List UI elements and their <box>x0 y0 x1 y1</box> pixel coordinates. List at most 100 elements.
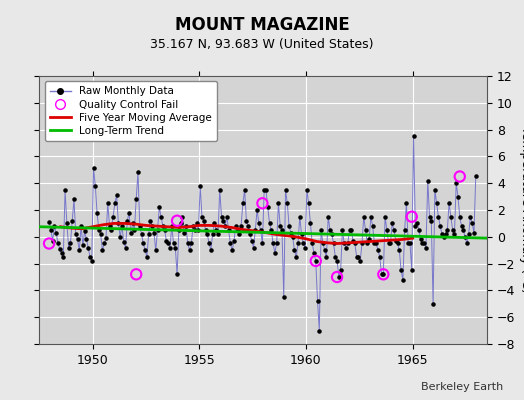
Point <box>409 133 418 140</box>
Point <box>308 240 316 247</box>
Point <box>242 218 250 224</box>
Point <box>432 200 441 206</box>
Point <box>258 200 267 206</box>
Point <box>319 240 327 247</box>
Point <box>177 220 185 226</box>
Point <box>406 240 414 247</box>
Point <box>246 231 254 237</box>
Point <box>183 240 192 247</box>
Point <box>157 214 165 220</box>
Point <box>54 240 62 247</box>
Point <box>425 214 434 220</box>
Point <box>385 240 393 247</box>
Point <box>164 240 172 247</box>
Point <box>351 240 359 247</box>
Point <box>330 240 338 247</box>
Point <box>400 227 409 233</box>
Point <box>146 218 155 224</box>
Point <box>209 231 217 237</box>
Point <box>174 227 183 233</box>
Point <box>228 247 236 254</box>
Point <box>402 200 411 206</box>
Point <box>189 223 197 229</box>
Point <box>441 231 450 237</box>
Point <box>68 218 77 224</box>
Point <box>104 200 112 206</box>
Point <box>264 204 272 210</box>
Point <box>414 227 423 233</box>
Point <box>125 210 133 216</box>
Point <box>321 247 329 254</box>
Point <box>119 239 128 245</box>
Point <box>159 223 167 229</box>
Point <box>367 214 375 220</box>
Point <box>310 250 318 256</box>
Point <box>288 234 297 240</box>
Point <box>390 227 398 233</box>
Point <box>349 238 357 244</box>
Point <box>417 236 425 243</box>
Point <box>333 274 341 280</box>
Point <box>427 218 435 224</box>
Point <box>354 254 363 260</box>
Point <box>413 220 421 226</box>
Point <box>113 192 121 198</box>
Point <box>173 271 181 278</box>
Point <box>79 242 87 248</box>
Point <box>200 218 208 224</box>
Point <box>203 231 212 237</box>
Point <box>363 240 372 247</box>
Point <box>251 227 259 233</box>
Point <box>464 231 473 237</box>
Point <box>88 258 96 264</box>
Point <box>418 240 427 247</box>
Point <box>306 220 314 226</box>
Point <box>86 254 94 260</box>
Point <box>192 220 201 226</box>
Point <box>457 223 466 229</box>
Point <box>438 231 446 237</box>
Point <box>230 238 238 244</box>
Point <box>342 244 350 251</box>
Point <box>397 267 405 274</box>
Point <box>132 271 140 278</box>
Point <box>150 230 158 236</box>
Point <box>386 240 395 247</box>
Point <box>244 223 253 229</box>
Point <box>331 254 340 260</box>
Point <box>148 223 156 229</box>
Point <box>280 294 288 300</box>
Point <box>450 231 458 237</box>
Point <box>84 244 92 251</box>
Point <box>461 234 470 240</box>
Point <box>420 240 429 247</box>
Point <box>408 214 416 220</box>
Point <box>381 214 389 220</box>
Point <box>166 244 174 251</box>
Point <box>455 214 464 220</box>
Point <box>374 247 382 254</box>
Point <box>160 227 169 233</box>
Point <box>449 227 457 233</box>
Point <box>278 227 286 233</box>
Point <box>267 227 276 233</box>
Point <box>256 227 265 233</box>
Point <box>61 187 69 193</box>
Point <box>48 238 57 244</box>
Point <box>210 220 219 226</box>
Point <box>66 240 74 247</box>
Point <box>122 244 130 251</box>
Point <box>182 223 190 229</box>
Point <box>377 271 386 278</box>
Point <box>376 254 384 260</box>
Point <box>296 214 304 220</box>
Point <box>274 200 282 206</box>
Point <box>191 227 199 233</box>
Point <box>283 200 291 206</box>
Point <box>359 214 368 220</box>
Point <box>155 204 163 210</box>
Point <box>446 214 455 220</box>
Point <box>64 244 73 251</box>
Point <box>143 254 151 260</box>
Point <box>404 240 412 247</box>
